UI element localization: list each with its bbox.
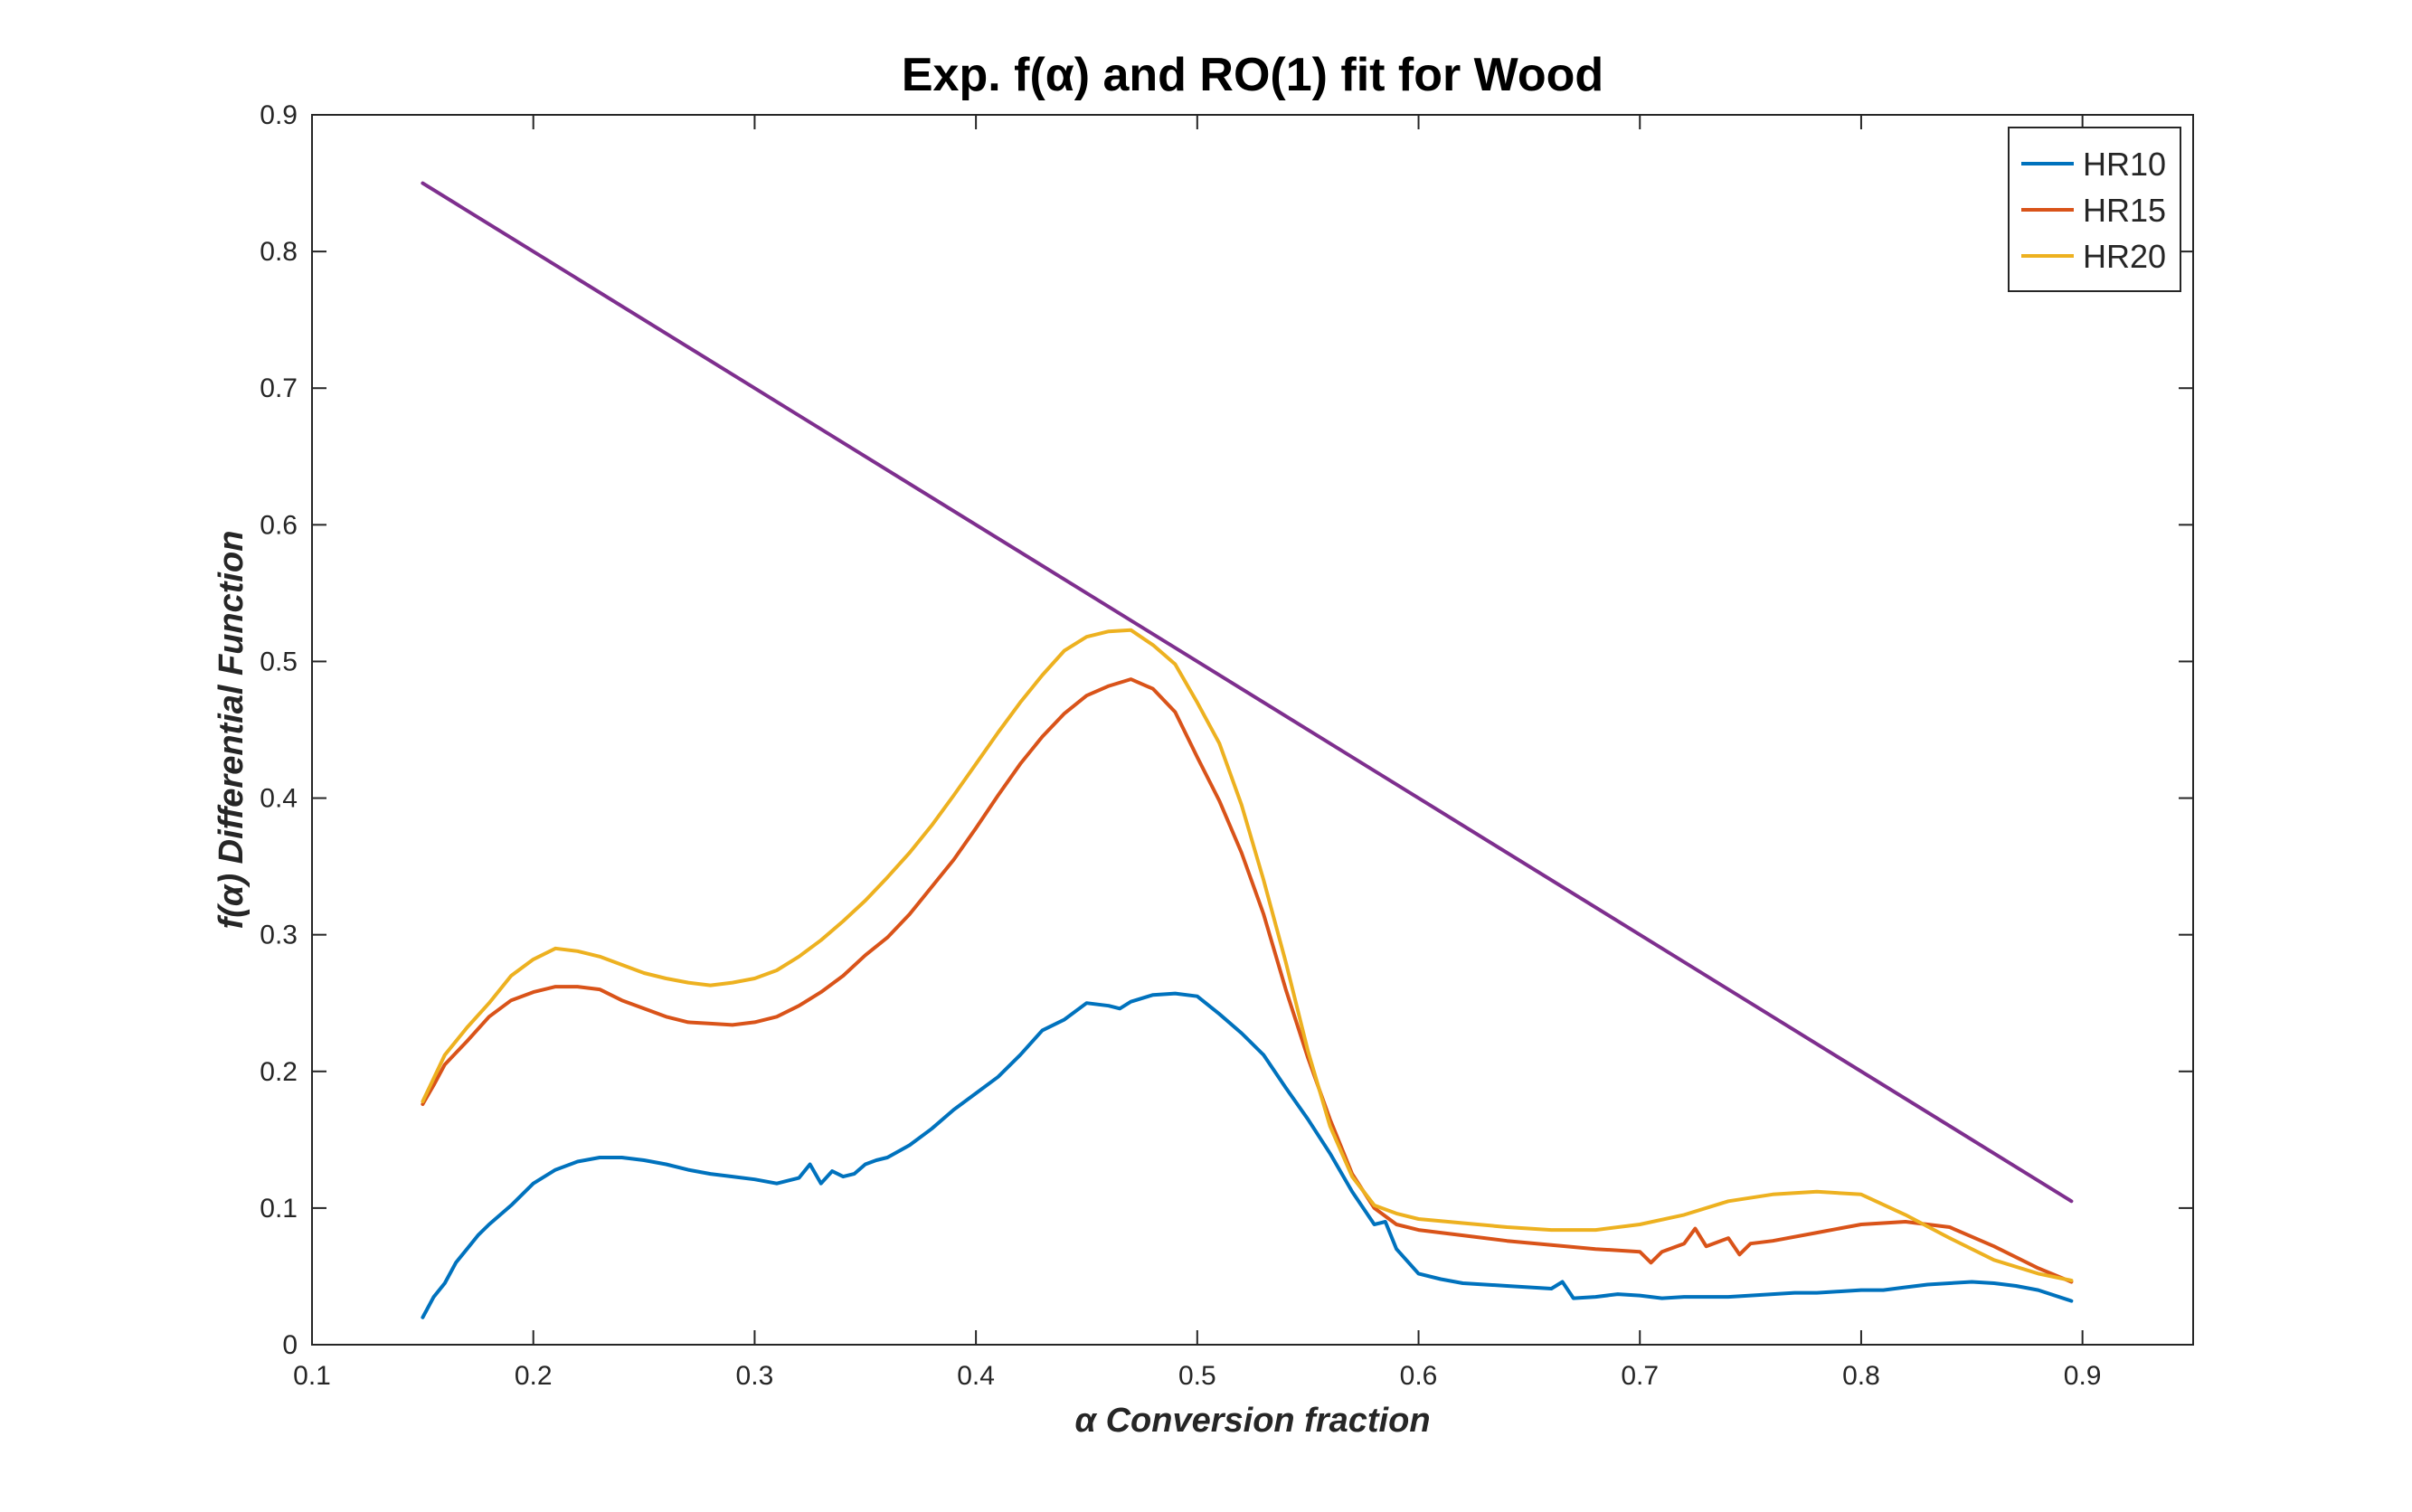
chart-title: Exp. f(α) and RO(1) fit for Wood bbox=[902, 49, 1603, 101]
series-line-hr20 bbox=[421, 628, 2074, 1282]
x-tick-label: 0.8 bbox=[1842, 1361, 1880, 1391]
y-tick-label: 0.1 bbox=[260, 1194, 298, 1224]
series-line-hr10 bbox=[421, 991, 2074, 1319]
x-tick-label: 0.2 bbox=[515, 1361, 553, 1391]
x-tick-label: 0.7 bbox=[1621, 1361, 1659, 1391]
x-tick-label: 0.4 bbox=[957, 1361, 995, 1391]
x-axis-label: α Conversion fraction bbox=[1074, 1402, 1430, 1440]
y-tick-label: 0.5 bbox=[260, 647, 298, 676]
legend-label-hr10: HR10 bbox=[2083, 146, 2166, 183]
legend-label-hr20: HR20 bbox=[2083, 238, 2166, 275]
series-line-fit bbox=[421, 181, 2074, 1204]
y-axis-label: f(α) Differential Function bbox=[213, 531, 251, 930]
y-tick-label: 0 bbox=[282, 1330, 298, 1360]
x-tick-label: 0.1 bbox=[293, 1361, 331, 1391]
y-tick-label: 0.9 bbox=[260, 100, 298, 130]
x-tick-label: 0.9 bbox=[2064, 1361, 2102, 1391]
x-tick-label: 0.6 bbox=[1400, 1361, 1438, 1391]
y-tick-label: 0.4 bbox=[260, 784, 298, 814]
y-tick-label: 0.8 bbox=[260, 237, 298, 267]
x-tick-label: 0.5 bbox=[1178, 1361, 1216, 1391]
x-tick-label: 0.3 bbox=[736, 1361, 774, 1391]
y-tick-label: 0.7 bbox=[260, 373, 298, 403]
y-tick-label: 0.2 bbox=[260, 1057, 298, 1087]
y-tick-label: 0.6 bbox=[260, 510, 298, 540]
plot-area-box bbox=[311, 114, 2194, 1346]
series-line-hr15 bbox=[421, 677, 2074, 1284]
legend-label-hr15: HR15 bbox=[2083, 192, 2166, 229]
y-tick-label: 0.3 bbox=[260, 921, 298, 950]
